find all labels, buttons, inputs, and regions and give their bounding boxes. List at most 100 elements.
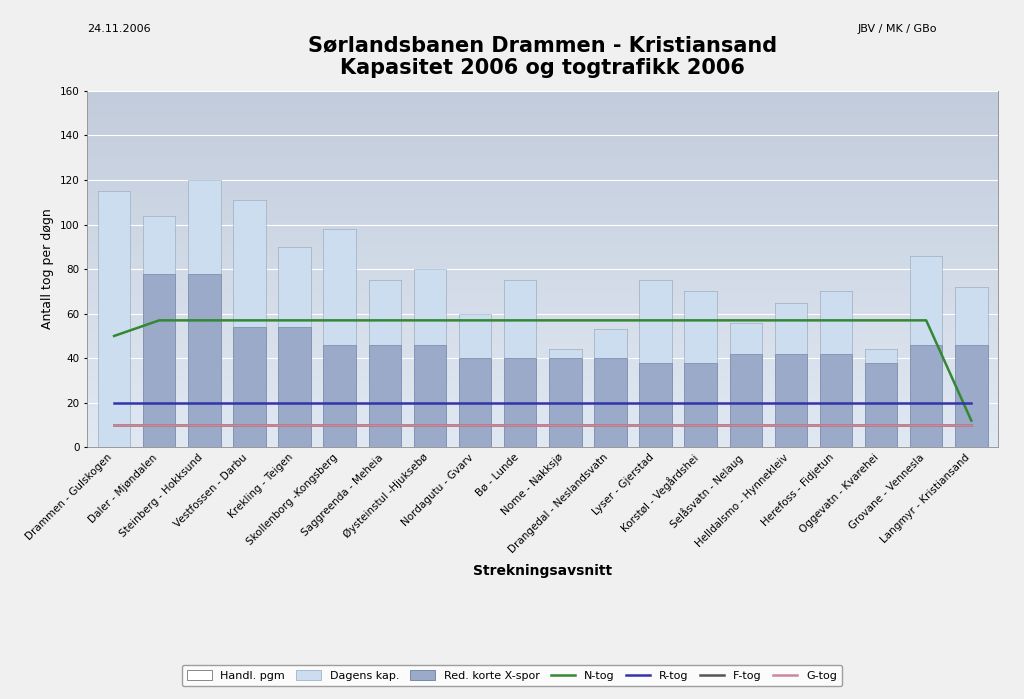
Bar (820, 354, 852, 447)
Bar (910, 345, 942, 447)
Bar (504, 280, 537, 447)
Line: N-tog: N-tog (114, 320, 972, 421)
G-tog (108, 421, 120, 429)
G-tog (334, 421, 346, 429)
R-tog (694, 398, 707, 407)
N-tog (921, 316, 933, 324)
Text: JBV / MK / GBo: JBV / MK / GBo (857, 24, 937, 34)
G-tog (244, 421, 256, 429)
N-tog (874, 316, 887, 324)
R-tog (604, 398, 616, 407)
Bar (865, 350, 897, 447)
G-tog (379, 421, 391, 429)
Legend: Handl. pgm, Dagens kap., Red. korte X-spor, N-tog, R-tog, F-tog, G-tog: Handl. pgm, Dagens kap., Red. korte X-sp… (181, 665, 843, 686)
N-tog (244, 316, 256, 324)
Bar (279, 247, 311, 447)
F-tog (244, 421, 256, 429)
Bar (504, 358, 537, 447)
Bar (639, 280, 672, 447)
G-tog (739, 421, 752, 429)
G-tog (469, 421, 481, 429)
N-tog (739, 316, 752, 324)
Bar (98, 191, 130, 447)
F-tog (199, 421, 211, 429)
Bar (98, 191, 130, 447)
Bar (188, 180, 220, 447)
Bar (324, 229, 356, 447)
Bar (369, 280, 401, 447)
Bar (233, 200, 265, 447)
R-tog (514, 398, 526, 407)
Bar (549, 358, 582, 447)
Bar (369, 345, 401, 447)
G-tog (694, 421, 707, 429)
Bar (188, 180, 220, 447)
R-tog (559, 398, 571, 407)
N-tog (514, 316, 526, 324)
Bar (639, 363, 672, 447)
G-tog (424, 421, 436, 429)
Bar (233, 327, 265, 447)
F-tog (514, 421, 526, 429)
Bar (729, 323, 762, 447)
F-tog (921, 421, 933, 429)
Bar (279, 247, 311, 447)
N-tog (153, 316, 165, 324)
Bar (549, 350, 582, 447)
N-tog (469, 316, 481, 324)
F-tog (379, 421, 391, 429)
F-tog (289, 421, 301, 429)
N-tog (199, 316, 211, 324)
N-tog (784, 316, 797, 324)
G-tog (514, 421, 526, 429)
G-tog (784, 421, 797, 429)
R-tog (966, 398, 978, 407)
Bar (459, 314, 492, 447)
Bar (820, 291, 852, 447)
G-tog (829, 421, 842, 429)
Bar (684, 291, 717, 447)
Bar (459, 314, 492, 447)
R-tog (829, 398, 842, 407)
Y-axis label: Antall tog per døgn: Antall tog per døgn (41, 209, 54, 329)
F-tog (739, 421, 752, 429)
F-tog (784, 421, 797, 429)
Bar (865, 350, 897, 447)
Bar (865, 363, 897, 447)
Bar (594, 329, 627, 447)
Bar (729, 354, 762, 447)
Bar (414, 345, 446, 447)
N-tog (379, 316, 391, 324)
G-tog (289, 421, 301, 429)
R-tog (334, 398, 346, 407)
Title: Sørlandsbanen Drammen - Kristiansand
Kapasitet 2006 og togtrafikk 2006: Sørlandsbanen Drammen - Kristiansand Kap… (308, 35, 777, 78)
Bar (594, 329, 627, 447)
Bar (459, 358, 492, 447)
N-tog (604, 316, 616, 324)
Bar (910, 256, 942, 447)
F-tog (559, 421, 571, 429)
Bar (143, 273, 175, 447)
Bar (729, 323, 762, 447)
G-tog (153, 421, 165, 429)
Bar (279, 327, 311, 447)
Bar (820, 291, 852, 447)
Bar (504, 280, 537, 447)
F-tog (694, 421, 707, 429)
G-tog (649, 421, 662, 429)
R-tog (921, 398, 933, 407)
Bar (549, 350, 582, 447)
F-tog (874, 421, 887, 429)
N-tog (289, 316, 301, 324)
Bar (414, 269, 446, 447)
Bar (774, 303, 807, 447)
G-tog (966, 421, 978, 429)
Bar (594, 358, 627, 447)
R-tog (784, 398, 797, 407)
R-tog (649, 398, 662, 407)
Bar (910, 256, 942, 447)
R-tog (108, 398, 120, 407)
F-tog (966, 421, 978, 429)
Bar (233, 200, 265, 447)
F-tog (108, 421, 120, 429)
